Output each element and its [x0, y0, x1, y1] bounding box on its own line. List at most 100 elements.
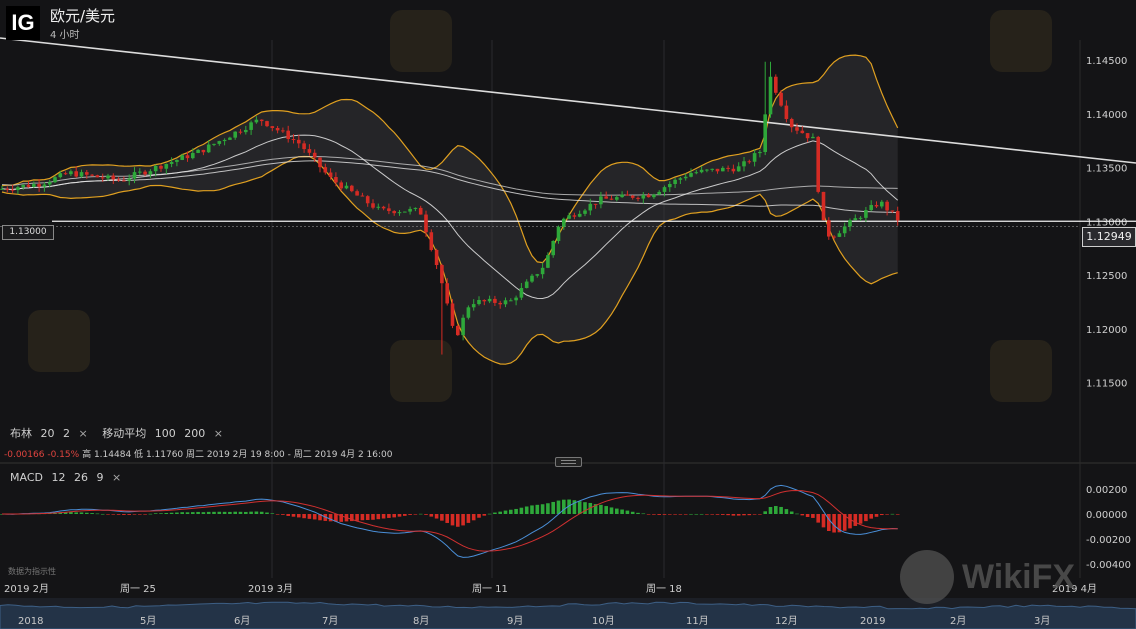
horizontal-line-label[interactable]: 1.13000	[2, 225, 54, 240]
price-axis-label: 1.12500	[1086, 271, 1127, 282]
macd-histogram-bar	[604, 506, 608, 514]
macd-histogram-bar	[572, 500, 577, 514]
macd-histogram-bar	[429, 514, 434, 517]
macd-histogram-bar	[869, 514, 873, 519]
macd-histogram-bar	[254, 511, 259, 514]
candle-body	[736, 166, 741, 172]
macd-histogram-bar	[122, 514, 126, 515]
macd-histogram-bar	[360, 514, 365, 521]
candle-body	[800, 130, 805, 134]
bollinger-label[interactable]: 布林	[10, 427, 32, 440]
candle-body	[116, 179, 121, 181]
candle-body	[291, 139, 296, 141]
candle-body	[795, 127, 799, 131]
candle-body	[297, 139, 301, 144]
macd-histogram-bar	[206, 511, 211, 514]
candle-body	[259, 119, 264, 122]
candle-body	[763, 114, 767, 153]
price-axis-label: 1.14500	[1086, 56, 1127, 67]
candle-body	[842, 226, 847, 234]
candle-body	[254, 119, 259, 123]
macd-histogram-bar	[159, 513, 163, 514]
candle-body	[42, 184, 47, 187]
candle-body	[482, 300, 487, 302]
macd-histogram-bar	[636, 512, 640, 514]
price-axis-label: 1.14000	[1086, 110, 1127, 121]
navigator-label: 2018	[18, 616, 43, 627]
candle-body	[376, 206, 381, 208]
candle-body	[768, 76, 773, 115]
macd-histogram-bar	[477, 514, 481, 518]
macd-histogram-bar	[530, 505, 534, 514]
macd-histogram-bar	[424, 514, 428, 515]
candle-body	[784, 105, 789, 119]
macd-label[interactable]: MACD	[10, 471, 43, 484]
macd-axis-label: -0.00200	[1086, 535, 1131, 546]
macd-histogram-bar	[646, 514, 651, 515]
candle-body	[641, 194, 646, 199]
macd-histogram-bar	[694, 513, 699, 515]
price-axis-label: 1.13000	[1086, 217, 1127, 228]
price-axis-label: 1.13500	[1086, 164, 1127, 175]
candle-body	[275, 127, 280, 131]
candle-body	[630, 195, 635, 198]
candle-body	[37, 184, 41, 187]
navigator-label: 2月	[950, 615, 966, 627]
candle-body	[874, 205, 879, 207]
candle-body	[238, 131, 243, 133]
macd-histogram-bar	[752, 514, 757, 515]
macd-axis-label: 0.00200	[1086, 485, 1127, 496]
macd-histogram-bar	[721, 514, 725, 515]
navigator-series	[0, 601, 1136, 629]
bollinger-period: 20	[40, 427, 55, 440]
candle-body	[148, 171, 153, 175]
candle-body	[721, 167, 725, 172]
macd-histogram-bar	[334, 514, 338, 522]
macd-histogram-bar	[403, 514, 407, 516]
watermark-logo-icon	[28, 310, 90, 372]
macd-histogram-bar	[832, 514, 836, 533]
time-axis	[0, 578, 1136, 598]
macd-histogram-bar	[281, 514, 285, 515]
candle-body	[90, 174, 94, 176]
remove-bollinger-icon[interactable]: ×	[78, 427, 88, 440]
candle-body	[445, 283, 449, 304]
candle-body	[185, 155, 190, 159]
macd-histogram-bar	[111, 514, 116, 515]
macd-histogram-bar	[265, 512, 269, 514]
candle-body	[228, 137, 232, 140]
macd-histogram-bar	[69, 512, 73, 514]
macd-histogram-bar	[95, 513, 100, 515]
macd-histogram-bar	[556, 500, 561, 514]
macd-histogram-bar	[858, 514, 863, 524]
candle-body	[100, 177, 105, 179]
candle-body	[206, 144, 211, 153]
candle-body	[678, 178, 683, 180]
candle-body	[577, 213, 582, 217]
candle-body	[286, 130, 290, 140]
candle-body	[699, 169, 704, 173]
candle-body	[312, 152, 317, 158]
remove-macd-icon[interactable]: ×	[111, 471, 122, 484]
candle-body	[318, 157, 322, 168]
macd-histogram-bar	[116, 514, 121, 515]
macd-histogram-bar	[434, 514, 439, 519]
macd-histogram-bar	[657, 514, 661, 515]
timeframe-label[interactable]: 4 小时	[50, 30, 80, 41]
wikifx-watermark-text: WikiFX	[962, 558, 1076, 596]
macd-histogram-bar	[487, 513, 492, 515]
candle-body	[562, 218, 566, 227]
candle-body	[180, 155, 184, 160]
candle-body	[668, 183, 672, 188]
navigator-label: 3月	[1034, 615, 1050, 627]
candle-body	[811, 136, 815, 139]
macd-histogram-bar	[148, 513, 153, 515]
candle-body	[233, 131, 237, 138]
macd-histogram-bar	[774, 506, 778, 514]
candle-body	[593, 203, 598, 205]
pane-resize-handle[interactable]	[555, 457, 582, 467]
macd-histogram-bar	[699, 513, 704, 515]
remove-ma-icon[interactable]: ×	[213, 427, 223, 440]
ma-label[interactable]: 移动平均	[102, 427, 147, 440]
